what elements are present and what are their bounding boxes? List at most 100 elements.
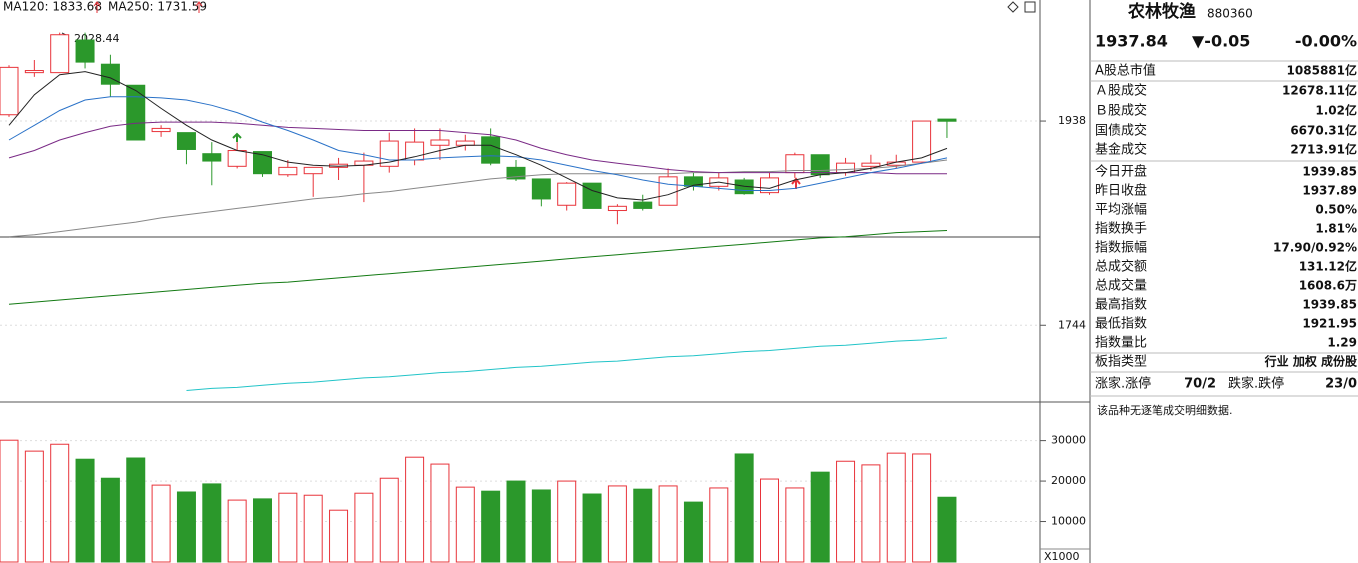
- candle-body: [531, 178, 551, 200]
- volume-bar: [683, 501, 703, 563]
- y-tick-label: 20000: [1051, 474, 1086, 487]
- row-value: 17.90/0.92%: [1273, 241, 1357, 255]
- candle-body: [303, 166, 323, 175]
- diamond-icon[interactable]: [1007, 1, 1019, 13]
- up-arrow-icon: [195, 1, 203, 13]
- volume-bar: [379, 477, 399, 563]
- candle-body: [24, 70, 44, 74]
- candle-body: [912, 120, 932, 163]
- candle-body: [151, 127, 171, 133]
- volume-bar: [329, 509, 349, 563]
- candle-body: [227, 150, 247, 167]
- row-label: 板指类型: [1095, 355, 1147, 370]
- candle-body: [100, 63, 120, 85]
- signal-arrow: [232, 132, 242, 142]
- candle-body: [455, 140, 475, 146]
- volume-bar: [607, 485, 627, 563]
- volume-bar: [481, 490, 501, 563]
- volume-bar: [126, 457, 146, 563]
- ma-line: [8, 71, 948, 201]
- volume-bar: [24, 450, 44, 563]
- y-tick-label: 10000: [1051, 515, 1086, 528]
- row-label: 总成交量: [1095, 278, 1147, 294]
- candle-body: [50, 34, 70, 74]
- volume-bar: [75, 458, 95, 563]
- volume-bar: [633, 488, 653, 563]
- volume-bar: [785, 487, 805, 563]
- volume-bar: [506, 480, 526, 563]
- candle-body: [557, 182, 577, 206]
- candle-body: [253, 151, 272, 175]
- stock-code: 880360: [1207, 7, 1253, 21]
- row-label: 最低指数: [1095, 317, 1147, 332]
- volume-bar: [227, 499, 247, 563]
- candle-body: [810, 154, 830, 176]
- row-label: 昨日收盘: [1095, 183, 1147, 199]
- window-icon[interactable]: [1024, 1, 1036, 13]
- row-label: 今日开盘: [1095, 164, 1147, 180]
- volume-bar: [582, 493, 602, 563]
- breadth-down-value: 23/0: [1325, 377, 1357, 392]
- candle-body: [278, 166, 298, 176]
- stock-name: 农林牧渔: [1127, 1, 1196, 22]
- candle-body: [202, 153, 222, 162]
- volume-bar: [937, 496, 957, 563]
- candle-body: [506, 166, 526, 180]
- volume-bar: [253, 498, 272, 563]
- price: 1937.84: [1095, 32, 1168, 51]
- volume-bar: [861, 464, 881, 563]
- y-tick-label: 30000: [1051, 434, 1086, 447]
- row-label: 基金成交: [1095, 142, 1147, 158]
- volume-bar: [354, 492, 374, 563]
- volume-bar: [455, 486, 475, 563]
- volume-bar: [810, 471, 830, 563]
- ma-line: [8, 230, 948, 305]
- candle-body: [0, 66, 19, 116]
- note: 该品种无逐笔成交明细数据.: [1097, 403, 1233, 417]
- change: ▼-0.05: [1192, 32, 1250, 51]
- breadth-down-label: 跌家.跌停: [1228, 376, 1284, 392]
- row-value: 1.02亿: [1315, 103, 1357, 118]
- volume-bar: [50, 443, 70, 563]
- volume-bar: [100, 477, 120, 563]
- candle-body: [582, 182, 602, 209]
- volume-bar: [202, 483, 222, 563]
- volume-bar: [658, 485, 678, 563]
- row-label: 指数振幅: [1095, 241, 1147, 256]
- legend-ma250: MA250: 1731.59: [108, 0, 207, 14]
- ma-line: [8, 159, 948, 238]
- volume-bar: [836, 460, 856, 563]
- breadth-up-value: 70/2: [1184, 377, 1216, 392]
- row-value: 6670.31亿: [1290, 123, 1357, 138]
- candle-body: [937, 118, 957, 122]
- candle-body: [607, 205, 627, 212]
- row-label: A股总市值: [1095, 63, 1156, 79]
- ma-line: [8, 121, 947, 175]
- row-label: 指数换手: [1095, 222, 1147, 237]
- row-value: 1085881亿: [1287, 63, 1357, 78]
- candle-body: [785, 154, 805, 174]
- volume-bar: [557, 480, 577, 563]
- up-arrow-icon: [93, 1, 101, 13]
- candle-body: [405, 141, 425, 161]
- row-value: 131.12亿: [1299, 259, 1357, 274]
- volume-bar: [303, 494, 323, 563]
- volume-unit: X1000: [1044, 550, 1080, 563]
- row-label: 总成交额: [1095, 259, 1147, 275]
- legend-ma120: MA120: 1833.68: [3, 0, 102, 14]
- candle-body: [176, 132, 196, 150]
- row-label: 国债成交: [1095, 123, 1147, 139]
- volume-bar: [0, 439, 19, 563]
- volume-bar: [760, 478, 779, 563]
- volume-bar: [531, 489, 551, 563]
- row-value: 0.50%: [1315, 203, 1357, 217]
- candle-body: [658, 176, 678, 206]
- y-tick-label: 1938: [1058, 114, 1086, 127]
- volume-bar: [176, 491, 196, 563]
- row-value: 12678.11亿: [1282, 83, 1357, 98]
- row-value: 1608.6万: [1299, 279, 1357, 293]
- volume-bar: [405, 456, 425, 563]
- candle-body: [861, 162, 881, 167]
